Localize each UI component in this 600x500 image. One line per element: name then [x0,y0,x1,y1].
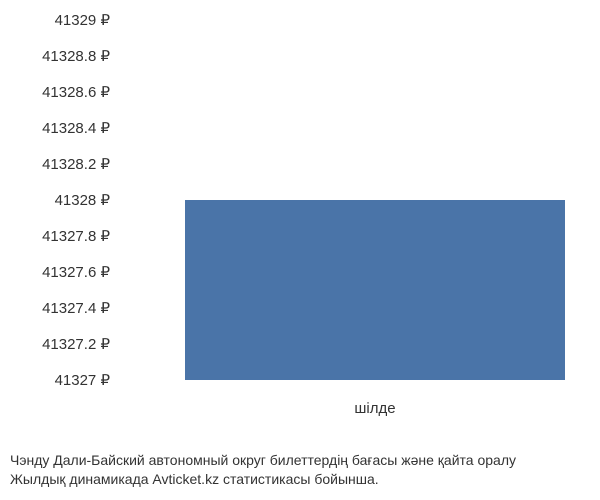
caption-line-1: Чэнду Дали-Байский автономный округ биле… [10,451,516,471]
y-tick-label: 41328.2 ₽ [42,155,110,173]
y-tick-label: 41327 ₽ [55,371,110,389]
chart-caption: Чэнду Дали-Байский автономный округ биле… [10,451,516,490]
y-tick-label: 41328.4 ₽ [42,119,110,137]
chart-container: 41329 ₽ 41328.8 ₽ 41328.6 ₽ 41328.4 ₽ 41328.… [0,0,600,500]
caption-line-2: Жылдық динамикада Avticket.kz статистика… [10,470,516,490]
y-tick-label: 41327.2 ₽ [42,335,110,353]
y-tick-label: 41327.6 ₽ [42,263,110,281]
y-tick-label: 41327.4 ₽ [42,299,110,317]
bar [185,200,565,380]
y-tick-label: 41328.8 ₽ [42,47,110,65]
plot-area: шілде [115,20,595,380]
x-axis-label: шілде [354,400,395,417]
y-tick-label: 41327.8 ₽ [42,227,110,245]
y-axis: 41329 ₽41328.8 ₽41328.6 ₽41328.4 ₽41328.… [0,20,110,380]
y-tick-label: 41328.6 ₽ [42,83,110,101]
y-tick-label: 41329 ₽ [55,11,110,29]
y-tick-label: 41328 ₽ [55,191,110,209]
